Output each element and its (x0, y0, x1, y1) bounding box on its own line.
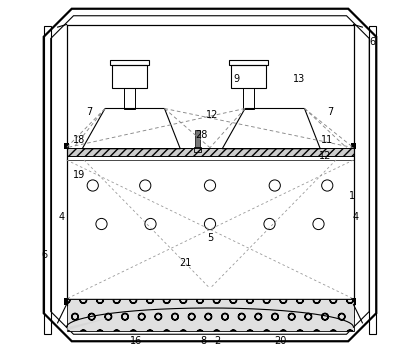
Text: 4: 4 (352, 212, 358, 222)
Bar (229, 60, 268, 65)
Text: 21: 21 (179, 258, 192, 267)
Bar (195, 130, 200, 148)
Text: 6: 6 (42, 251, 48, 260)
Bar (194, 147, 201, 152)
Text: 12: 12 (319, 151, 332, 161)
Bar (44, 26, 51, 334)
Bar (243, 88, 254, 108)
Text: 13: 13 (293, 74, 305, 84)
Text: 18: 18 (73, 135, 85, 145)
Text: 7: 7 (86, 107, 92, 117)
Bar (369, 26, 376, 334)
Bar (352, 298, 356, 304)
Bar (124, 88, 135, 108)
Text: 28: 28 (195, 130, 207, 140)
Text: 7: 7 (328, 107, 334, 117)
Text: 8: 8 (200, 336, 206, 345)
Text: 19: 19 (73, 170, 85, 180)
Bar (64, 143, 68, 149)
Bar (352, 143, 356, 149)
Bar (66, 299, 354, 331)
Bar (66, 148, 354, 156)
Bar (64, 298, 68, 304)
Text: 11: 11 (321, 135, 333, 145)
Bar (66, 299, 354, 304)
Bar (110, 60, 149, 65)
Text: 2: 2 (214, 336, 220, 345)
Text: 5: 5 (207, 233, 213, 243)
Text: 16: 16 (130, 336, 143, 345)
Text: 6: 6 (370, 37, 376, 47)
Bar (231, 65, 266, 88)
Text: 12: 12 (205, 111, 218, 120)
Text: 1: 1 (349, 191, 355, 201)
Bar (112, 65, 147, 88)
Polygon shape (66, 318, 110, 331)
Text: 9: 9 (233, 74, 239, 84)
Text: 20: 20 (274, 336, 286, 345)
Text: 4: 4 (58, 212, 64, 222)
